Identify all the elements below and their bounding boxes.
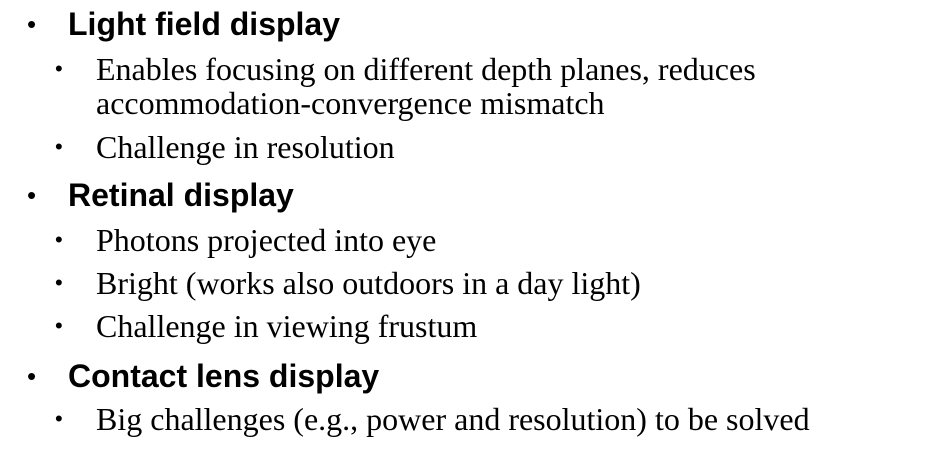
item-text: Challenge in resolution bbox=[96, 129, 395, 165]
bullet-icon: • bbox=[55, 134, 63, 159]
bullet-icon: • bbox=[27, 9, 37, 39]
heading-text: Retinal display bbox=[68, 177, 294, 213]
bullet-icon: • bbox=[55, 227, 63, 252]
item-text: Big challenges (e.g., power and resoluti… bbox=[96, 401, 810, 437]
bullet-icon: • bbox=[55, 313, 63, 338]
item-text: Enables focusing on different depth plan… bbox=[96, 51, 756, 87]
bullet-icon: • bbox=[27, 180, 37, 210]
item-text: Challenge in viewing frustum bbox=[96, 308, 478, 344]
bullet-icon: • bbox=[55, 56, 63, 81]
bullet-icon: • bbox=[55, 406, 63, 431]
item-text: Bright (works also outdoors in a day lig… bbox=[96, 265, 641, 301]
bullet-icon: • bbox=[55, 270, 63, 295]
bullet-icon: • bbox=[27, 361, 37, 391]
item-text: Photons projected into eye bbox=[96, 222, 437, 258]
heading-text: Light field display bbox=[68, 6, 341, 42]
item-text: accommodation-convergence mismatch bbox=[96, 85, 605, 121]
heading-text: Contact lens display bbox=[68, 358, 380, 394]
